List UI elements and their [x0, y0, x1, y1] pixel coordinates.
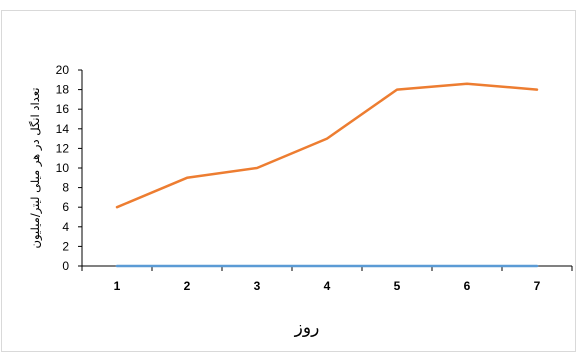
x-tick-label: 6: [464, 279, 471, 293]
y-tick-label: 0: [62, 259, 69, 273]
y-tick-label: 18: [56, 83, 70, 97]
x-tick-label: 1: [114, 279, 121, 293]
series-line-1: [115, 82, 539, 209]
y-tick-label: 2: [62, 239, 69, 253]
chart-frame: [1, 10, 576, 352]
y-tick-label: 12: [56, 141, 70, 155]
y-tick-label: 16: [56, 102, 70, 116]
y-tick-label: 14: [56, 122, 70, 136]
y-axis-title: تعداد انگل در هر میلی لیتر/میلیون: [28, 88, 43, 249]
x-axis-title: روز: [294, 318, 320, 338]
y-tick-label: 20: [56, 63, 70, 77]
y-tick-label: 8: [62, 181, 69, 195]
x-tick-label: 7: [534, 279, 541, 293]
y-tick-label: 4: [62, 220, 69, 234]
y-tick-label: 10: [56, 161, 70, 175]
y-tick-label: 6: [62, 200, 69, 214]
x-tick-label: 2: [184, 279, 191, 293]
x-tick-label: 3: [254, 279, 261, 293]
x-tick-label: 5: [394, 279, 401, 293]
x-tick-label: 4: [324, 279, 331, 293]
